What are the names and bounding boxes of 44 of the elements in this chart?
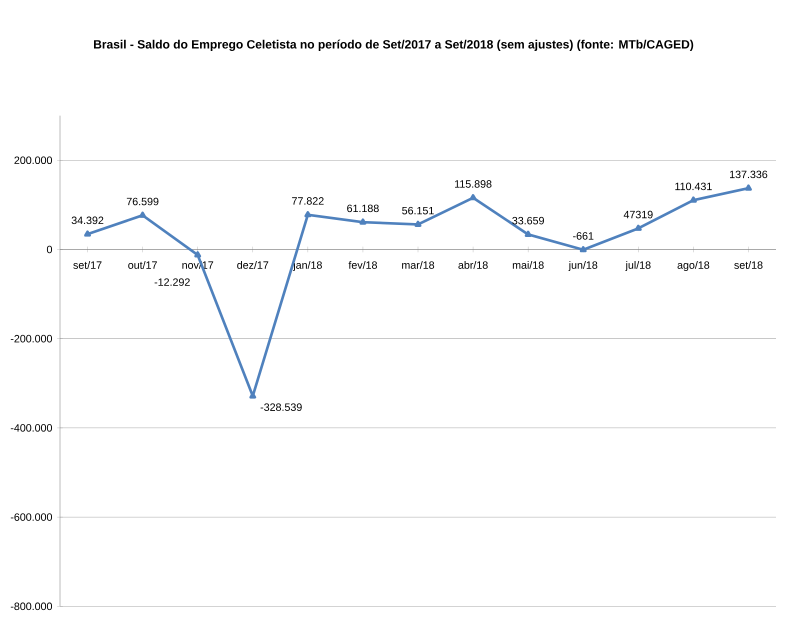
data-label: 47319 (624, 210, 653, 218)
point (414, 220, 422, 227)
data-label: -12.292 (154, 278, 190, 286)
y-tick-label: -400.000 (10, 424, 52, 432)
point (360, 218, 366, 225)
y-tick-label: -800.000 (10, 602, 52, 610)
point (139, 212, 146, 218)
data-label: 110.431 (675, 182, 712, 190)
x-tick-label: set/17 (73, 261, 102, 269)
y-tick-label: 200.000 (14, 156, 52, 164)
data-label: 77.822 (292, 197, 324, 205)
point (745, 184, 752, 191)
point (690, 196, 697, 203)
x-tick-label: jan/18 (293, 261, 322, 271)
point (304, 211, 312, 218)
y-tick-label: -600.000 (10, 513, 52, 521)
x-tick-label: ago/18 (678, 261, 710, 271)
point (470, 194, 476, 200)
data-label: 56.151 (402, 206, 434, 214)
data-label: 61.188 (347, 204, 379, 212)
data-label: 34.392 (72, 216, 104, 224)
y-tick-label: 0 (46, 246, 52, 254)
point (194, 251, 202, 258)
point (84, 230, 91, 237)
data-label: 33.659 (512, 216, 544, 224)
y-tick-label: -200.000 (10, 334, 52, 342)
x-tick-label: fev/18 (348, 261, 377, 269)
chart-title: Brasil - Saldo do Emprego Celetista no período de Set/2017 a Set/2018 (sem ajustes) (fonte: MTb/CAGED) (94, 40, 694, 52)
x-tick-label: set/18 (734, 261, 763, 269)
x-tick-label: mai/18 (512, 261, 544, 269)
x-tick-label: out/17 (128, 261, 157, 269)
point (524, 230, 532, 237)
x-tick-label: dez/17 (237, 261, 268, 269)
data-label: -661 (573, 232, 594, 240)
x-tick-label: abr/18 (458, 261, 488, 269)
x-tick-label: mar/18 (402, 261, 434, 269)
x-tick-label: jun/18 (568, 261, 598, 271)
data-label: 76.599 (126, 198, 158, 206)
x-tick-label: jul/18 (625, 261, 651, 271)
data-label: -328.539 (260, 403, 302, 411)
point (580, 246, 587, 252)
point (634, 224, 642, 231)
data-label: 137.336 (730, 170, 768, 178)
data-label: 115.898 (455, 180, 492, 188)
